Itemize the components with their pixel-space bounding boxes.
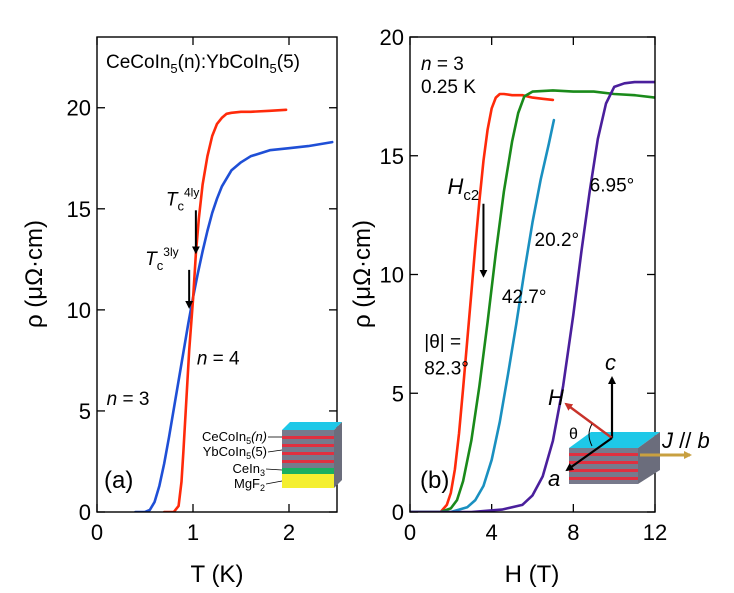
y-tick-label: 10 — [67, 298, 91, 323]
series-line-6-95- — [410, 80, 655, 512]
crystal-side — [638, 432, 660, 484]
x-tick-label: 0 — [404, 520, 416, 545]
field-geometry-inset: c H a θ J // b — [548, 350, 710, 491]
stripe — [282, 452, 334, 455]
panel-a-ylabel: ρ (μΩ·cm) — [21, 220, 48, 328]
inset-label-cecoin5: CeCoIn5(n) — [202, 429, 267, 446]
panel-b-xlabel: H (T) — [505, 561, 560, 588]
n3-label: n = 3 — [107, 389, 150, 410]
temperature-label: 0.25 K — [421, 77, 476, 98]
x-tick-label: 1 — [187, 520, 199, 545]
series-line-n-3 — [134, 140, 334, 512]
leader — [265, 468, 283, 471]
theta-arc — [588, 423, 593, 447]
a-axis-arrow — [565, 437, 613, 472]
panel-b: 0 4 8 12 0 5 10 15 20 H (T) ρ (μΩ·cm) n = 3 0.25… — [349, 25, 710, 588]
inset-label-ybcoin5: YbCoIn5(5) — [203, 444, 267, 461]
panel-a-title: CeCoIn5(n):YbCoIn5(5) — [106, 52, 300, 76]
n3-label: n = 3 — [421, 54, 464, 75]
inset-label-cein3: CeIn3 — [233, 461, 265, 478]
angle-label: 82.3° — [424, 358, 469, 379]
cein3-layer — [282, 468, 334, 474]
stripe — [282, 436, 334, 439]
tc-4ly-label: Tc4ly — [166, 185, 199, 213]
x-tick-label: 2 — [283, 520, 295, 545]
stripe — [282, 444, 334, 447]
current-label: J // b — [661, 428, 710, 453]
y-tick-label: 20 — [67, 96, 91, 121]
panel-a-xlabel: T (K) — [191, 561, 244, 588]
series-line-20-2- — [410, 118, 556, 512]
leader — [267, 449, 283, 453]
panel-a-label: (a) — [104, 467, 133, 494]
hc2-label: Hc2 — [447, 174, 479, 204]
panel-b-label: (b) — [420, 467, 449, 494]
x-tick-label: 12 — [643, 520, 667, 545]
angle-label: |θ| = — [424, 332, 461, 353]
y-tick-label: 15 — [67, 197, 91, 222]
y-tick-label: 0 — [392, 500, 404, 525]
angle-label: 42.7° — [502, 287, 547, 308]
x-tick-label: 0 — [91, 520, 103, 545]
tc-3ly-label: Tc3ly — [145, 245, 178, 273]
series-line-82-3- — [410, 92, 555, 512]
stripe — [569, 469, 638, 472]
crystal-top — [569, 432, 660, 448]
a-axis-label: a — [548, 466, 560, 491]
n4-label: n = 4 — [197, 348, 240, 369]
stack-top-face — [282, 422, 342, 430]
series-line-42-7- — [410, 89, 655, 512]
stripe — [569, 453, 638, 456]
c-axis-label: c — [605, 350, 616, 375]
stripe — [282, 460, 334, 463]
series-line-n-4 — [162, 108, 288, 512]
panel-a-frame — [96, 36, 338, 513]
y-tick-label: 15 — [380, 144, 404, 169]
panel-b-ylabel: ρ (μΩ·cm) — [349, 220, 376, 328]
y-tick-label: 20 — [380, 25, 404, 50]
panel-b-frame — [409, 36, 656, 513]
film-stack-inset: CeCoIn5(n) YbCoIn5(5) CeIn3 MgF2 — [202, 422, 342, 493]
y-tick-label: 5 — [79, 399, 91, 424]
angle-label: 20.2° — [535, 230, 580, 251]
inset-label-mgf2: MgF2 — [234, 476, 265, 493]
stripe — [569, 461, 638, 464]
theta-label: θ — [569, 426, 578, 443]
mgf2-layer — [282, 474, 334, 488]
h-field-arrow — [564, 402, 613, 439]
x-tick-label: 4 — [486, 520, 498, 545]
y-tick-label: 5 — [392, 381, 404, 406]
h-field-label: H — [548, 385, 564, 410]
leader — [265, 480, 283, 485]
x-tick-label: 8 — [567, 520, 579, 545]
stripe — [569, 477, 638, 480]
stack-side-face — [334, 422, 342, 488]
y-tick-label: 10 — [380, 263, 404, 288]
y-tick-label: 0 — [79, 500, 91, 525]
angle-label: 6.95° — [590, 175, 635, 196]
